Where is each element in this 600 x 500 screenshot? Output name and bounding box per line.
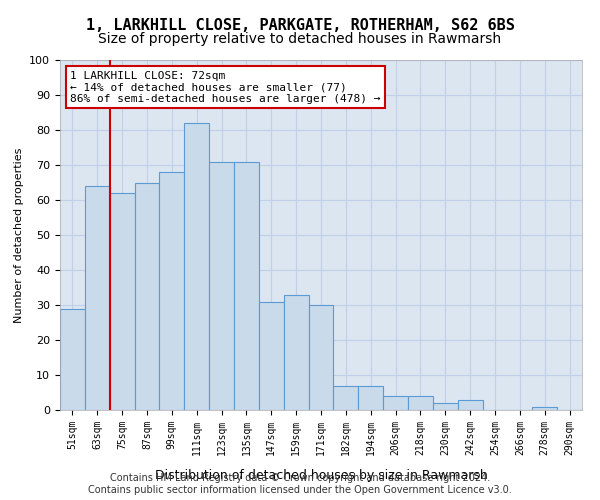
Bar: [433, 403, 458, 410]
Y-axis label: Number of detached properties: Number of detached properties: [14, 148, 24, 322]
Bar: [160, 172, 184, 410]
Bar: [184, 123, 209, 410]
Text: 1 LARKHILL CLOSE: 72sqm
← 14% of detached houses are smaller (77)
86% of semi-de: 1 LARKHILL CLOSE: 72sqm ← 14% of detache…: [70, 70, 381, 104]
Bar: [259, 302, 284, 410]
Bar: [532, 406, 557, 410]
Bar: [383, 396, 408, 410]
Text: Size of property relative to detached houses in Rawmarsh: Size of property relative to detached ho…: [98, 32, 502, 46]
Bar: [334, 386, 358, 410]
Bar: [234, 162, 259, 410]
Bar: [458, 400, 482, 410]
Bar: [85, 186, 110, 410]
Text: Contains HM Land Registry data © Crown copyright and database right 2024.
Contai: Contains HM Land Registry data © Crown c…: [88, 474, 512, 495]
Bar: [110, 193, 134, 410]
Text: 1, LARKHILL CLOSE, PARKGATE, ROTHERHAM, S62 6BS: 1, LARKHILL CLOSE, PARKGATE, ROTHERHAM, …: [86, 18, 514, 32]
Bar: [60, 308, 85, 410]
X-axis label: Distribution of detached houses by size in Rawmarsh: Distribution of detached houses by size …: [155, 469, 487, 482]
Bar: [308, 305, 334, 410]
Bar: [284, 294, 308, 410]
Bar: [408, 396, 433, 410]
Bar: [134, 182, 160, 410]
Bar: [358, 386, 383, 410]
Bar: [209, 162, 234, 410]
